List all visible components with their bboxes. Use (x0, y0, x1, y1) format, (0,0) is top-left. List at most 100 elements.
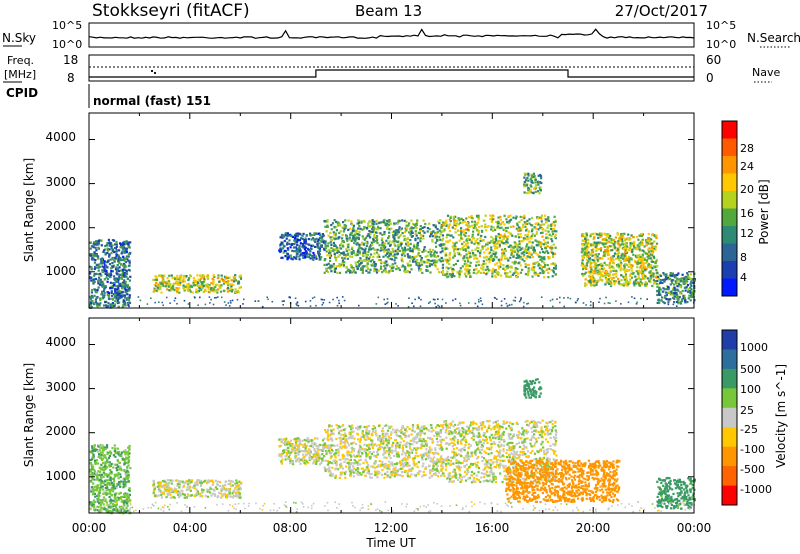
heatmap-cell (647, 232, 650, 236)
heatmap-cell (667, 291, 671, 294)
heatmap-cell (384, 269, 387, 272)
heatmap-cell (601, 257, 604, 260)
heatmap-cell (445, 224, 448, 227)
heatmap-cell (413, 243, 416, 246)
heatmap-cell (477, 233, 480, 236)
heatmap-cell (116, 249, 119, 252)
heatmap-cell (97, 269, 100, 272)
heatmap-cell (495, 239, 498, 242)
heatmap-cell (113, 463, 116, 466)
heatmap-cell (587, 246, 590, 249)
heatmap-cell (315, 255, 318, 258)
heatmap-cell (334, 237, 337, 240)
heatmap-cell (543, 261, 546, 264)
heatmap-cell (358, 230, 361, 233)
heatmap-cell (599, 297, 601, 300)
heatmap-cell (608, 237, 611, 240)
heatmap-cell (554, 233, 557, 236)
heatmap-cell (125, 285, 128, 288)
heatmap-cell (124, 257, 128, 260)
heatmap-cell (448, 218, 451, 221)
heatmap-cell (339, 244, 342, 247)
heatmap-cell (413, 247, 416, 250)
heatmap-cell (527, 189, 530, 192)
heatmap-cell (477, 271, 480, 274)
heatmap-cell (103, 506, 106, 509)
heatmap-cell (126, 502, 129, 505)
heatmap-cell (601, 275, 604, 278)
heatmap-cell (152, 483, 155, 486)
heatmap-cell (529, 188, 532, 191)
heatmap-cell (286, 258, 289, 261)
heatmap-cell (595, 249, 598, 252)
heatmap-cell (689, 286, 692, 289)
heatmap-cell (320, 245, 323, 248)
heatmap-cell (620, 303, 622, 305)
heatmap-cell (325, 263, 329, 266)
heatmap-cell (441, 269, 445, 272)
heatmap-cell (563, 305, 565, 308)
heatmap-cell (623, 266, 626, 269)
heatmap-cell (643, 277, 646, 280)
heatmap-cell (230, 290, 234, 293)
heatmap-cell (452, 299, 454, 302)
heatmap-cell (603, 271, 607, 274)
heatmap-cell (96, 288, 99, 291)
heatmap-cell (490, 246, 493, 249)
velocity-data-layer (89, 378, 696, 515)
heatmap-cell (115, 469, 119, 472)
heatmap-cell (115, 492, 118, 495)
heatmap-cell (121, 291, 124, 294)
heatmap-cell (126, 450, 129, 454)
heatmap-cell (606, 264, 609, 267)
heatmap-cell (378, 221, 381, 224)
heatmap-cell (121, 243, 124, 247)
heatmap-cell (377, 296, 380, 299)
heatmap-cell (371, 258, 374, 262)
heatmap-cell (623, 264, 626, 267)
heatmap-cell (467, 226, 470, 230)
heatmap-cell (318, 247, 321, 250)
heatmap-cell (624, 249, 627, 252)
heatmap-cell (118, 273, 121, 276)
heatmap-cell (117, 497, 121, 500)
heatmap-cell (343, 299, 346, 302)
heatmap-cell (657, 277, 661, 280)
heatmap-cell (462, 229, 465, 232)
power-cb-16: 16 (740, 207, 754, 220)
heatmap-cell (480, 267, 483, 270)
heatmap-cell (127, 453, 130, 456)
heatmap-cell (176, 288, 179, 292)
heatmap-cell (356, 253, 359, 257)
heatmap-cell (103, 270, 107, 273)
heatmap-cell (363, 251, 366, 254)
heatmap-cell (424, 222, 427, 226)
heatmap-cell (98, 486, 101, 490)
heatmap-cell (521, 226, 524, 229)
heatmap-cell (410, 229, 413, 233)
heatmap-cell (100, 451, 103, 454)
heatmap-cell (465, 256, 469, 259)
heatmap-cell (97, 498, 100, 501)
heatmap-cell (671, 281, 674, 285)
heatmap-cell (352, 249, 355, 253)
heatmap-cell (110, 488, 113, 491)
heatmap-cell (89, 462, 92, 465)
heatmap-cell (496, 247, 499, 250)
heatmap-cell (553, 252, 557, 255)
heatmap-cell (426, 230, 429, 233)
heatmap-cell (97, 279, 100, 282)
heatmap-cell (432, 298, 435, 301)
heatmap-cell (397, 248, 400, 251)
heatmap-cell (113, 487, 117, 490)
heatmap-cell (168, 492, 171, 495)
heatmap-cell (404, 248, 407, 252)
heatmap-cell (414, 225, 417, 228)
heatmap-cell (391, 269, 394, 272)
heatmap-cell (341, 262, 344, 265)
heatmap-cell (166, 277, 169, 280)
heatmap-cell (527, 179, 530, 182)
heatmap-cell (231, 480, 234, 483)
heatmap-cell (102, 461, 105, 465)
heatmap-cell (533, 187, 536, 190)
